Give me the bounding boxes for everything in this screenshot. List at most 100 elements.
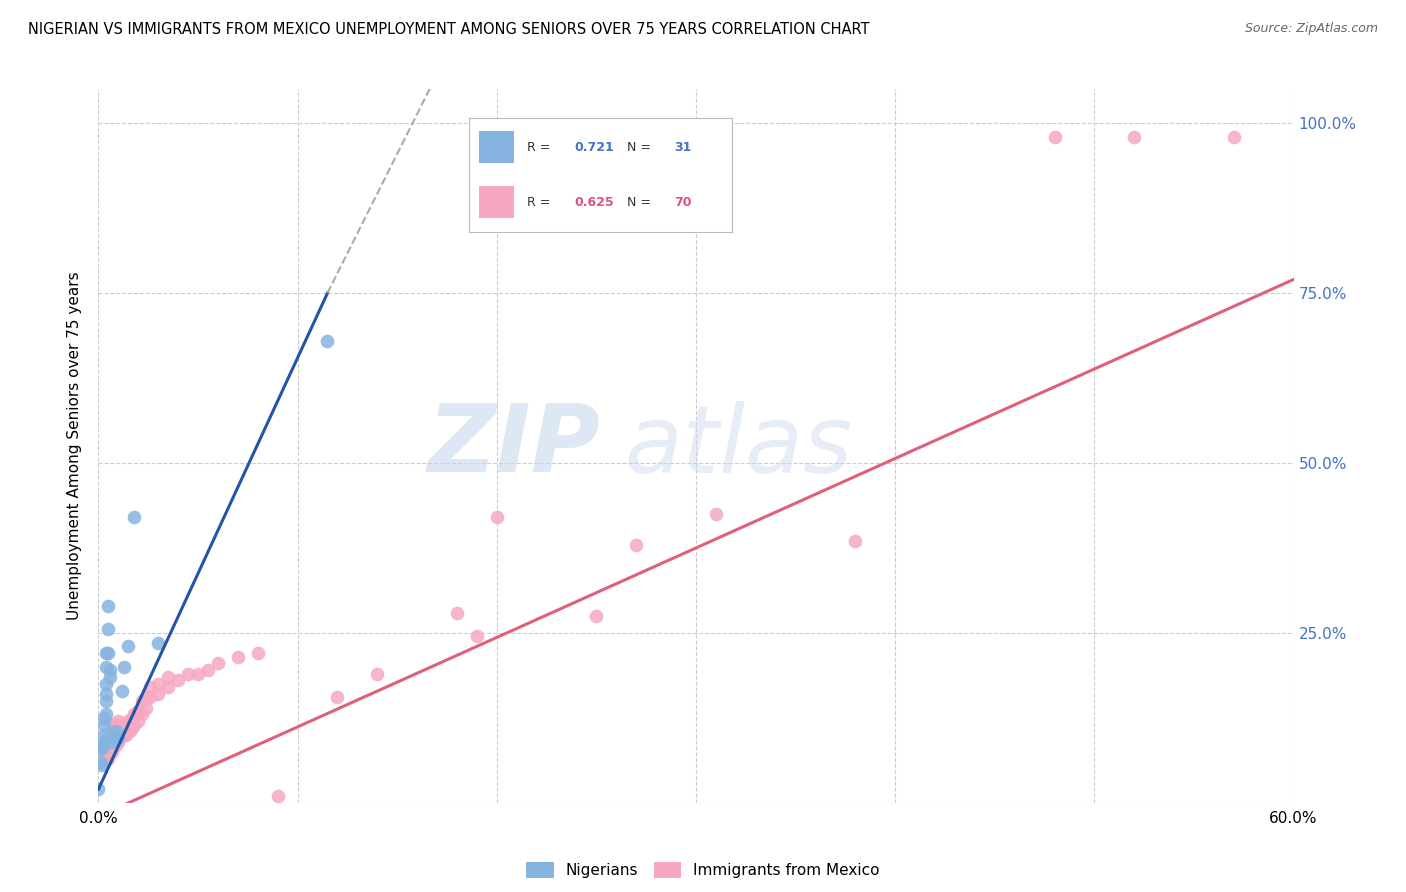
- Point: [207, 657, 229, 671]
- Point: [127, 714, 149, 729]
- Point: [89, 755, 111, 769]
- Point: [1123, 129, 1146, 144]
- Point: [112, 728, 135, 742]
- Point: [626, 537, 648, 551]
- Point: [177, 666, 200, 681]
- Point: [844, 534, 866, 549]
- Text: NIGERIAN VS IMMIGRANTS FROM MEXICO UNEMPLOYMENT AMONG SENIORS OVER 75 YEARS CORR: NIGERIAN VS IMMIGRANTS FROM MEXICO UNEMP…: [28, 22, 870, 37]
- Point: [107, 714, 129, 729]
- Point: [107, 728, 129, 742]
- Point: [100, 663, 122, 677]
- Point: [105, 738, 128, 752]
- Point: [1222, 129, 1246, 144]
- Point: [100, 670, 122, 684]
- Point: [100, 731, 122, 746]
- Point: [135, 700, 157, 714]
- Point: [97, 599, 120, 613]
- Point: [101, 745, 124, 759]
- Point: [103, 731, 125, 746]
- Point: [112, 660, 135, 674]
- Point: [97, 751, 120, 765]
- Y-axis label: Unemployment Among Seniors over 75 years: Unemployment Among Seniors over 75 years: [67, 272, 83, 620]
- Point: [121, 711, 143, 725]
- Point: [157, 670, 180, 684]
- Point: [111, 717, 134, 731]
- Point: [316, 334, 339, 348]
- Point: [112, 721, 135, 735]
- Point: [96, 741, 118, 756]
- Point: [111, 683, 134, 698]
- Point: [105, 724, 128, 739]
- Point: [96, 660, 118, 674]
- Point: [267, 789, 290, 803]
- Point: [96, 734, 118, 748]
- Point: [120, 724, 142, 739]
- Text: Source: ZipAtlas.com: Source: ZipAtlas.com: [1244, 22, 1378, 36]
- Point: [117, 714, 139, 729]
- Point: [120, 717, 142, 731]
- Point: [121, 721, 143, 735]
- Point: [91, 758, 114, 772]
- Point: [100, 741, 122, 756]
- Point: [97, 731, 120, 746]
- Legend: Nigerians, Immigrants from Mexico: Nigerians, Immigrants from Mexico: [520, 856, 886, 884]
- Point: [135, 690, 157, 705]
- Point: [585, 608, 607, 623]
- Point: [93, 734, 115, 748]
- Point: [93, 711, 115, 725]
- Point: [124, 707, 146, 722]
- Point: [148, 636, 170, 650]
- Point: [103, 731, 125, 746]
- Point: [101, 728, 124, 742]
- Point: [103, 717, 125, 731]
- Point: [93, 745, 115, 759]
- Point: [167, 673, 190, 688]
- Point: [226, 649, 249, 664]
- Point: [101, 734, 124, 748]
- Point: [110, 717, 132, 731]
- Point: [326, 690, 349, 705]
- Point: [101, 724, 124, 739]
- Point: [124, 510, 146, 524]
- Point: [96, 707, 118, 722]
- Point: [446, 606, 468, 620]
- Point: [107, 734, 129, 748]
- Point: [97, 623, 120, 637]
- Point: [148, 677, 170, 691]
- Point: [115, 728, 138, 742]
- Point: [101, 734, 124, 748]
- Point: [111, 724, 134, 739]
- Point: [127, 704, 149, 718]
- Point: [89, 741, 111, 756]
- Point: [105, 717, 128, 731]
- Point: [124, 717, 146, 731]
- Point: [366, 666, 388, 681]
- Point: [103, 728, 125, 742]
- Text: atlas: atlas: [624, 401, 852, 491]
- Point: [91, 741, 114, 756]
- Point: [115, 717, 138, 731]
- Point: [93, 728, 115, 742]
- Point: [465, 629, 488, 643]
- Point: [96, 687, 118, 701]
- Point: [157, 680, 180, 694]
- Point: [131, 707, 153, 722]
- Point: [93, 717, 115, 731]
- Point: [148, 687, 170, 701]
- Point: [139, 680, 162, 694]
- Point: [87, 782, 110, 797]
- Point: [246, 646, 269, 660]
- Point: [117, 640, 139, 654]
- Point: [485, 510, 508, 524]
- Point: [100, 734, 122, 748]
- Point: [96, 646, 118, 660]
- Point: [96, 748, 118, 763]
- Point: [96, 677, 118, 691]
- Point: [107, 731, 129, 746]
- Point: [110, 728, 132, 742]
- Point: [1043, 129, 1066, 144]
- Point: [117, 721, 139, 735]
- Point: [107, 721, 129, 735]
- Point: [131, 694, 153, 708]
- Point: [97, 646, 120, 660]
